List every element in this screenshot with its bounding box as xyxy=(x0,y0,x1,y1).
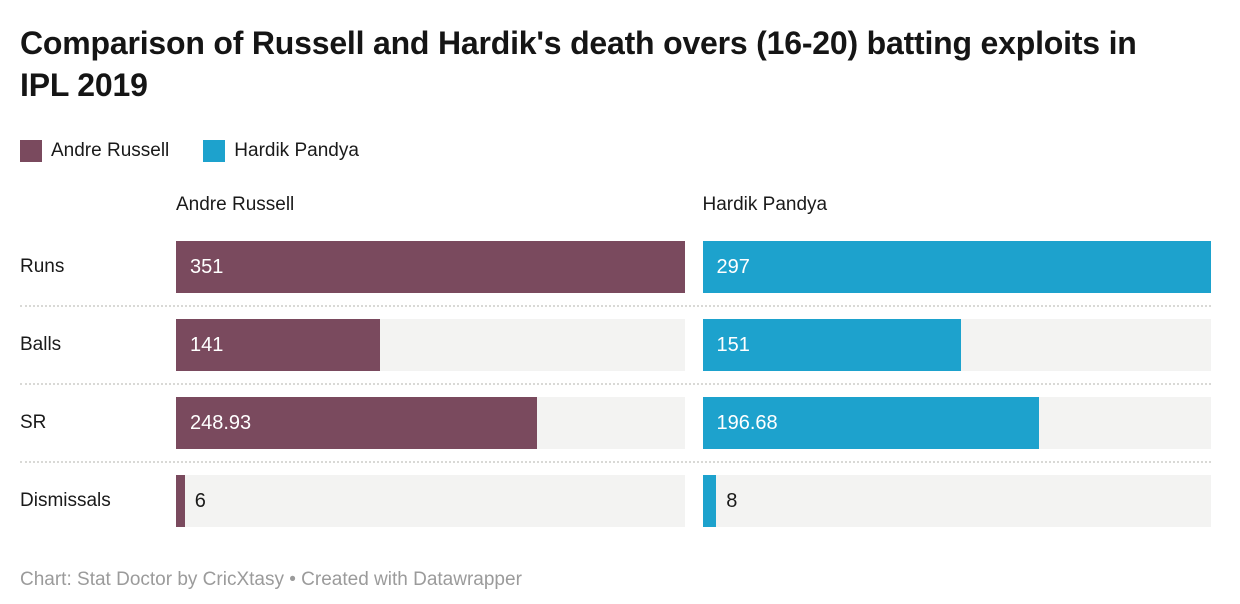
bar-fill: 151 xyxy=(702,319,962,372)
bar-cell: 141 xyxy=(176,319,685,372)
chart-row-dismissals: Dismissals 6 8 xyxy=(20,463,1211,539)
chart-row-runs: Runs 351 297 xyxy=(20,229,1211,308)
row-label: Dismissals xyxy=(20,490,111,512)
column-header-andre-russell: Andre Russell xyxy=(176,194,295,216)
column-header-hardik-pandya: Hardik Pandya xyxy=(702,194,828,216)
chart-row-sr: SR 248.93 196.68 xyxy=(20,385,1211,464)
row-label: Runs xyxy=(20,256,65,278)
chart-footer: Chart: Stat Doctor by CricXtasy • Create… xyxy=(20,569,522,591)
legend-label-andre-russell: Andre Russell xyxy=(51,140,170,162)
bar-cell: 248.93 xyxy=(176,397,685,450)
bar-cell: 196.68 xyxy=(702,397,1211,450)
bar-value-outside: 6 xyxy=(194,489,206,512)
bar-cell: 151 xyxy=(702,319,1211,372)
bar-value: 151 xyxy=(716,333,750,356)
bar-fill xyxy=(176,475,185,528)
column-headers: Andre Russell Hardik Pandya xyxy=(20,194,1211,216)
row-label: Balls xyxy=(20,334,62,356)
chart-row-balls: Balls 141 151 xyxy=(20,307,1211,386)
chart-rows: Runs 351 297 Balls 141 151 xyxy=(20,229,1211,539)
bar-fill: 141 xyxy=(176,319,381,372)
row-label: SR xyxy=(20,412,47,434)
bar-fill: 351 xyxy=(176,241,685,294)
legend-swatch-hardik-pandya xyxy=(203,140,226,163)
chart-title: Comparison of Russell and Hardik's death… xyxy=(20,25,1137,104)
bar-fill: 297 xyxy=(702,241,1211,294)
bar-fill xyxy=(702,475,717,528)
legend-item-andre-russell: Andre Russell xyxy=(20,140,170,163)
bar-value: 196.68 xyxy=(716,411,778,434)
bar-value-outside: 8 xyxy=(726,489,738,512)
bar-value: 141 xyxy=(190,333,224,356)
bar-value: 248.93 xyxy=(190,411,252,434)
bar-fill: 196.68 xyxy=(702,397,1040,450)
column-header-spacer xyxy=(20,194,158,216)
bar-fill: 248.93 xyxy=(176,397,537,450)
bar-cell: 351 xyxy=(176,241,685,294)
legend-swatch-andre-russell xyxy=(20,140,42,163)
legend-label-hardik-pandya: Hardik Pandya xyxy=(234,140,359,162)
bar-cell: 297 xyxy=(702,241,1211,294)
bar-value: 351 xyxy=(190,255,224,278)
legend: Andre Russell Hardik Pandya xyxy=(20,140,1211,163)
legend-item-hardik-pandya: Hardik Pandya xyxy=(203,140,359,163)
bar-value: 297 xyxy=(716,255,750,278)
bar-cell: 8 xyxy=(702,475,1211,528)
bar-cell: 6 xyxy=(176,475,685,528)
